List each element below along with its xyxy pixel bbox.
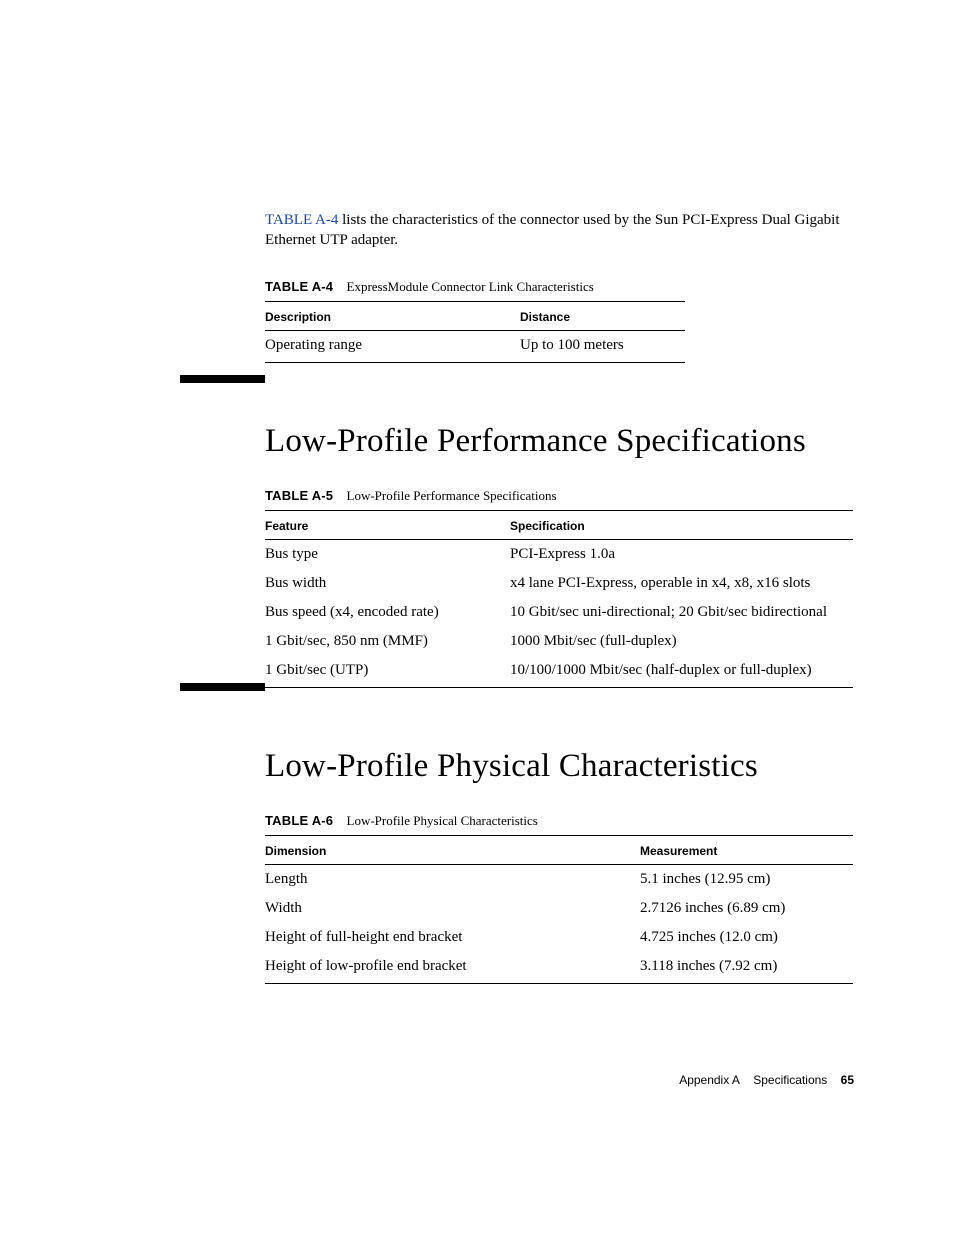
table-a5-cell: PCI-Express 1.0a bbox=[510, 539, 853, 569]
table-a6-label: TABLE A-6 bbox=[265, 813, 333, 828]
table-a6: Dimension Measurement Length 5.1 inches … bbox=[265, 835, 853, 984]
table-a6-cell: 3.118 inches (7.92 cm) bbox=[640, 952, 853, 984]
table-a4-header-1: Distance bbox=[520, 301, 685, 330]
table-a5-row: Bus speed (x4, encoded rate) 10 Gbit/sec… bbox=[265, 598, 853, 627]
table-a5-header-row: Feature Specification bbox=[265, 510, 853, 539]
table-a4-row: Operating range Up to 100 meters bbox=[265, 330, 685, 362]
table-a5-header-1: Specification bbox=[510, 510, 853, 539]
table-a6-cell: Height of low-profile end bracket bbox=[265, 952, 640, 984]
table-a4-xref[interactable]: TABLE A-4 bbox=[265, 212, 338, 228]
table-a4-cell: Up to 100 meters bbox=[520, 330, 685, 362]
table-a5-cell: Bus speed (x4, encoded rate) bbox=[265, 598, 510, 627]
table-a5-cell: 10/100/1000 Mbit/sec (half-duplex or ful… bbox=[510, 656, 853, 688]
table-a5-cell: 1 Gbit/sec (UTP) bbox=[265, 656, 510, 688]
table-a5-cell: 1000 Mbit/sec (full-duplex) bbox=[510, 627, 853, 656]
section-rule-icon bbox=[180, 683, 265, 691]
table-a5-title: TABLE A-5 Low-Profile Performance Specif… bbox=[265, 488, 854, 504]
table-a6-cell: Height of full-height end bracket bbox=[265, 923, 640, 952]
section-heading-performance: Low-Profile Performance Specifications bbox=[265, 423, 854, 460]
table-a6-cell: 4.725 inches (12.0 cm) bbox=[640, 923, 853, 952]
section-heading-physical: Low-Profile Physical Characteristics bbox=[265, 748, 854, 785]
table-a4: Description Distance Operating range Up … bbox=[265, 301, 685, 363]
table-a6-header-1: Measurement bbox=[640, 835, 853, 864]
table-a4-header-row: Description Distance bbox=[265, 301, 685, 330]
table-a6-header-row: Dimension Measurement bbox=[265, 835, 853, 864]
table-a6-row: Width 2.7126 inches (6.89 cm) bbox=[265, 894, 853, 923]
table-a5-row: 1 Gbit/sec, 850 nm (MMF) 1000 Mbit/sec (… bbox=[265, 627, 853, 656]
table-a6-row: Length 5.1 inches (12.95 cm) bbox=[265, 864, 853, 894]
table-a5-row: Bus width x4 lane PCI-Express, operable … bbox=[265, 569, 853, 598]
table-a6-row: Height of full-height end bracket 4.725 … bbox=[265, 923, 853, 952]
table-a6-cell: 2.7126 inches (6.89 cm) bbox=[640, 894, 853, 923]
footer-title: Specifications bbox=[753, 1073, 827, 1087]
table-a5-label: TABLE A-5 bbox=[265, 488, 333, 503]
table-a6-header-0: Dimension bbox=[265, 835, 640, 864]
table-a4-cell: Operating range bbox=[265, 330, 520, 362]
table-a5-row: Bus type PCI-Express 1.0a bbox=[265, 539, 853, 569]
table-a6-cell: Length bbox=[265, 864, 640, 894]
table-a5-cell: Bus type bbox=[265, 539, 510, 569]
table-a4-header-0: Description bbox=[265, 301, 520, 330]
footer-appendix: Appendix A bbox=[679, 1073, 740, 1087]
table-a5-cell: x4 lane PCI-Express, operable in x4, x8,… bbox=[510, 569, 853, 598]
table-a4-caption: ExpressModule Connector Link Characteris… bbox=[347, 279, 594, 294]
table-a5-header-0: Feature bbox=[265, 510, 510, 539]
table-a5-cell: Bus width bbox=[265, 569, 510, 598]
section-rule-icon bbox=[180, 375, 265, 383]
table-a5-row: 1 Gbit/sec (UTP) 10/100/1000 Mbit/sec (h… bbox=[265, 656, 853, 688]
table-a6-title: TABLE A-6 Low-Profile Physical Character… bbox=[265, 813, 854, 829]
table-a6-cell: 5.1 inches (12.95 cm) bbox=[640, 864, 853, 894]
table-a6-cell: Width bbox=[265, 894, 640, 923]
table-a4-label: TABLE A-4 bbox=[265, 279, 333, 294]
footer-page-number: 65 bbox=[841, 1073, 854, 1087]
table-a5-cell: 1 Gbit/sec, 850 nm (MMF) bbox=[265, 627, 510, 656]
page: TABLE A-4 lists the characteristics of t… bbox=[0, 0, 954, 1235]
intro-paragraph: TABLE A-4 lists the characteristics of t… bbox=[265, 210, 854, 251]
table-a5-cell: 10 Gbit/sec uni-directional; 20 Gbit/sec… bbox=[510, 598, 853, 627]
page-footer: Appendix A Specifications 65 bbox=[679, 1073, 854, 1087]
table-a5: Feature Specification Bus type PCI-Expre… bbox=[265, 510, 853, 688]
table-a6-row: Height of low-profile end bracket 3.118 … bbox=[265, 952, 853, 984]
table-a4-title: TABLE A-4 ExpressModule Connector Link C… bbox=[265, 279, 854, 295]
table-a6-caption: Low-Profile Physical Characteristics bbox=[347, 813, 538, 828]
intro-text: lists the characteristics of the connect… bbox=[265, 212, 840, 248]
table-a5-caption: Low-Profile Performance Specifications bbox=[347, 488, 557, 503]
